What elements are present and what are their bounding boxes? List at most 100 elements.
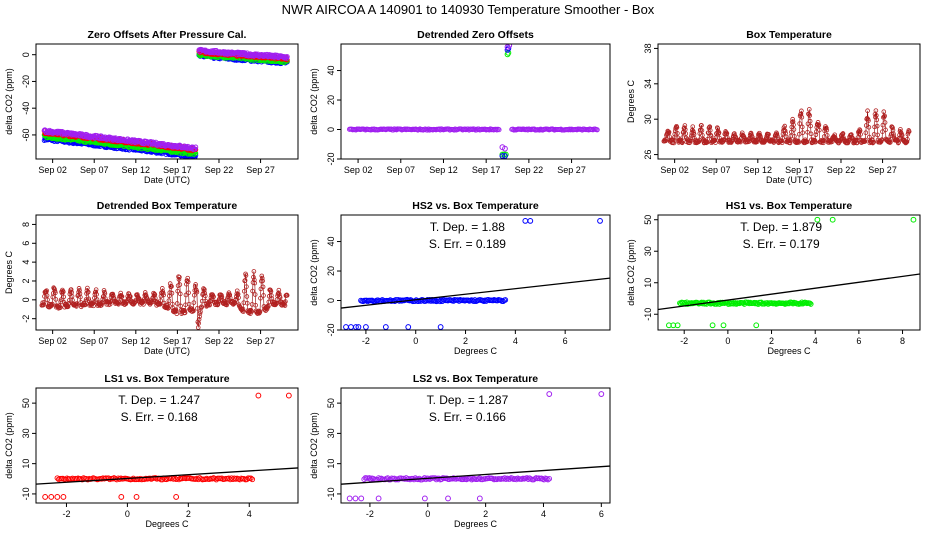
data-point — [808, 123, 813, 129]
data-point — [503, 476, 509, 482]
x-tick-label: Sep 27 — [557, 165, 586, 175]
data-point — [720, 322, 727, 329]
data-point — [142, 290, 148, 295]
data-point — [53, 297, 59, 302]
plot-area — [39, 269, 290, 330]
x-tick-label: Sep 02 — [344, 165, 373, 175]
data-point — [382, 324, 389, 330]
data-point — [219, 294, 225, 300]
y-tick-label: 40 — [326, 237, 336, 247]
data-point — [790, 119, 796, 124]
data-point — [666, 129, 672, 135]
data-point — [716, 130, 722, 135]
series-HS2-outliers — [499, 45, 512, 159]
data-point — [906, 129, 912, 134]
data-point — [85, 289, 91, 295]
data-point — [245, 300, 250, 306]
x-tick-label: Sep 07 — [80, 165, 109, 175]
data-point — [674, 322, 681, 329]
data-point — [796, 301, 802, 307]
data-point — [202, 290, 208, 296]
data-point — [151, 290, 156, 296]
data-point — [177, 274, 182, 280]
data-point — [824, 133, 830, 138]
y-tick-label: -60 — [21, 128, 31, 141]
x-tick-label: -2 — [62, 509, 70, 519]
data-point — [814, 216, 821, 223]
data-point — [252, 280, 258, 286]
data-point — [875, 132, 880, 138]
data-point — [242, 278, 248, 283]
data-point — [865, 108, 870, 114]
panel-title: HS2 vs. Box Temperature — [412, 200, 539, 212]
data-point — [864, 115, 870, 121]
data-point — [699, 128, 705, 133]
data-point — [905, 137, 910, 142]
x-tick-label: 0 — [125, 509, 130, 519]
x-tick-label: 0 — [413, 336, 418, 346]
x-tick-label: Sep 17 — [785, 165, 814, 175]
data-point — [284, 54, 290, 60]
y-tick-label: 26 — [643, 150, 653, 160]
data-point — [252, 292, 258, 297]
y-tick-label: 50 — [21, 398, 31, 408]
data-point — [813, 139, 818, 145]
data-point — [687, 140, 692, 146]
data-point — [224, 302, 230, 308]
data-point — [174, 311, 180, 316]
data-point — [169, 284, 174, 289]
data-point — [169, 290, 175, 296]
data-point — [799, 108, 804, 114]
data-point — [824, 125, 829, 131]
data-point — [176, 277, 182, 282]
data-point — [874, 123, 880, 129]
data-point — [251, 274, 256, 280]
x-tick-label: Sep 07 — [387, 165, 416, 175]
data-point — [910, 216, 917, 223]
data-point — [594, 127, 600, 133]
data-point — [829, 216, 836, 223]
x-tick-label: -2 — [366, 509, 374, 519]
data-point — [421, 495, 428, 502]
data-point — [883, 127, 888, 133]
annotation-text: S. Err. = 0.179 — [743, 237, 820, 251]
data-point — [680, 300, 686, 306]
data-point — [199, 304, 205, 310]
data-point — [167, 290, 173, 295]
plot-area — [341, 391, 610, 502]
data-point — [513, 476, 520, 483]
data-point — [173, 494, 180, 500]
data-point — [167, 293, 172, 299]
data-point — [366, 475, 373, 481]
plot-area — [346, 44, 600, 159]
data-point — [67, 297, 72, 303]
data-point — [74, 304, 79, 309]
y-tick-label: 20 — [326, 95, 336, 105]
data-point — [248, 475, 254, 481]
panel-title: Detrended Zero Offsets — [417, 29, 534, 41]
data-point — [891, 133, 897, 139]
data-point — [110, 135, 116, 141]
data-point — [525, 476, 532, 482]
data-point — [352, 495, 359, 502]
x-tick-label: Sep 27 — [246, 165, 275, 175]
annotation-text: T. Dep. = 1.88 — [430, 220, 505, 234]
x-tick-label: -2 — [362, 336, 370, 346]
data-point — [48, 494, 55, 500]
data-point — [166, 298, 172, 303]
data-point — [476, 475, 483, 481]
data-point — [698, 299, 705, 306]
data-point — [807, 118, 813, 124]
x-tick-label: Sep 12 — [429, 165, 458, 175]
panel-box-temp: Box Temperature Sep 02 Sep 07 Sep 12 Sep 17 S… — [626, 29, 921, 185]
data-point — [803, 299, 809, 306]
data-point — [126, 291, 132, 297]
data-point — [375, 495, 382, 502]
x-tick-label: Sep 02 — [660, 165, 689, 175]
data-point — [363, 324, 369, 330]
data-point — [532, 476, 538, 482]
data-point — [92, 292, 98, 297]
y-axis-label: delta CO2 (ppm) — [309, 239, 319, 306]
data-point — [699, 123, 704, 128]
data-point — [423, 476, 429, 483]
